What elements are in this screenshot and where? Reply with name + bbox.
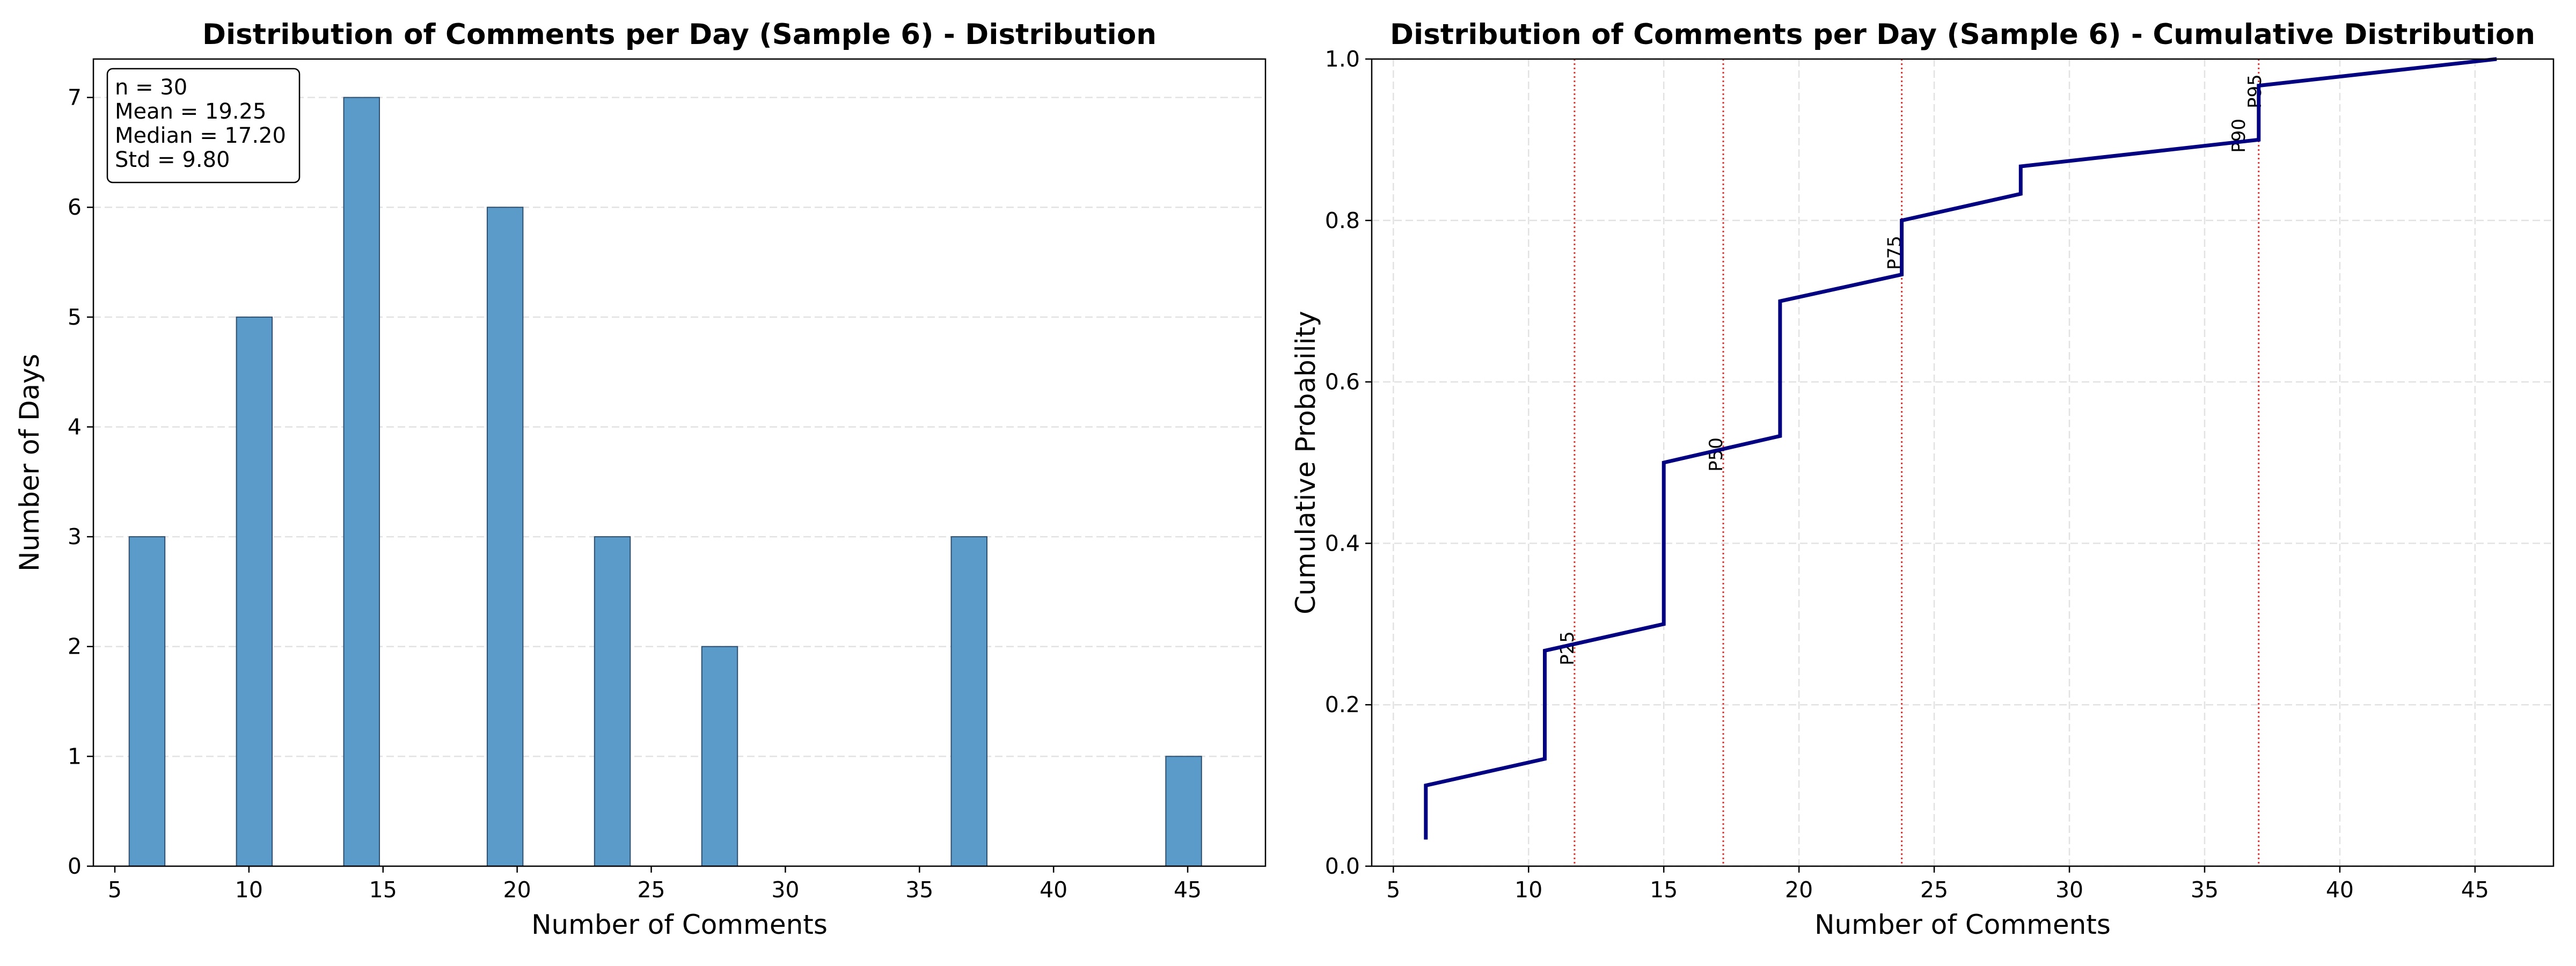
y-tick-label: 0.8 (1325, 208, 1360, 233)
y-tick-label: 0.4 (1325, 530, 1360, 556)
x-tick-label: 30 (2055, 877, 2083, 903)
y-tick-label: 2 (68, 634, 82, 660)
cdf-y-ticks: 0.0 0.2 0.4 0.6 0.8 1.0 (1325, 46, 1372, 879)
histogram-bar (701, 646, 738, 867)
x-tick-label: 15 (1650, 877, 1678, 903)
x-tick-label: 45 (2461, 877, 2489, 903)
x-tick-label: 40 (2326, 877, 2354, 903)
x-tick-label: 10 (235, 877, 263, 903)
histogram-bar (950, 536, 987, 867)
histogram-bar (236, 316, 273, 867)
y-tick-label: 6 (68, 194, 82, 220)
x-tick-label: 5 (1386, 877, 1400, 903)
histogram-y-axis-label: Number of Days (14, 354, 45, 572)
y-tick-label: 0.6 (1325, 369, 1360, 395)
histogram-bar (128, 536, 166, 867)
stats-n: n = 30 (115, 75, 187, 100)
y-tick-label: 0 (68, 853, 82, 879)
x-tick-label: 25 (637, 877, 665, 903)
cdf-y-axis-label: Cumulative Probability (1290, 311, 1321, 614)
x-tick-label: 35 (2191, 877, 2219, 903)
y-tick-label: 1.0 (1325, 46, 1360, 72)
y-tick-label: 7 (68, 85, 82, 111)
cdf-line (1424, 57, 2497, 840)
y-tick-label: 0.2 (1325, 692, 1360, 718)
stats-std: Std = 9.80 (115, 148, 230, 172)
x-tick-label: 45 (1174, 877, 1202, 903)
y-tick-label: 5 (68, 304, 82, 330)
histogram-bar (1165, 756, 1202, 867)
x-tick-label: 40 (1040, 877, 1067, 903)
histogram-x-ticks: 5 10 15 20 25 30 35 40 45 (108, 866, 1202, 903)
histogram-axes-frame (92, 58, 1267, 867)
x-tick-label: 10 (1514, 877, 1542, 903)
histogram-x-axis-label: Number of Comments (531, 909, 828, 940)
cdf-x-axis-label: Number of Comments (1814, 909, 2111, 940)
histogram-bar (343, 97, 380, 867)
percentile-label: P90 (2228, 119, 2250, 153)
cdf-x-ticks: 5 10 15 20 25 30 35 40 45 (1386, 866, 2489, 903)
y-tick-label: 3 (68, 524, 82, 550)
x-tick-label: 20 (503, 877, 531, 903)
stats-box: n = 30 Mean = 19.25 Median = 17.20 Std =… (106, 68, 301, 184)
histogram-y-ticks: 0 1 2 3 4 5 6 7 (68, 85, 93, 879)
percentile-label: P95 (2244, 74, 2266, 108)
stats-median: Median = 17.20 (115, 123, 286, 148)
histogram-bar (594, 536, 631, 867)
x-tick-label: 5 (108, 877, 122, 903)
histogram-bar (486, 207, 524, 867)
y-tick-label: 0.0 (1325, 853, 1360, 879)
percentile-label: P50 (1706, 437, 1727, 472)
histogram-title: Distribution of Comments per Day (Sample… (202, 18, 1157, 51)
x-tick-label: 20 (1785, 877, 1813, 903)
x-tick-label: 25 (1920, 877, 1948, 903)
stats-mean: Mean = 19.25 (115, 99, 266, 124)
x-tick-label: 30 (771, 877, 799, 903)
y-tick-label: 1 (68, 743, 82, 769)
cdf-axes-frame (1371, 58, 2555, 867)
x-tick-label: 35 (905, 877, 933, 903)
histogram-bars (128, 97, 1202, 867)
x-tick-label: 15 (369, 877, 397, 903)
stats-box-frame (106, 68, 301, 184)
y-tick-label: 4 (68, 414, 82, 440)
cdf-title: Distribution of Comments per Day (Sample… (1390, 18, 2535, 51)
